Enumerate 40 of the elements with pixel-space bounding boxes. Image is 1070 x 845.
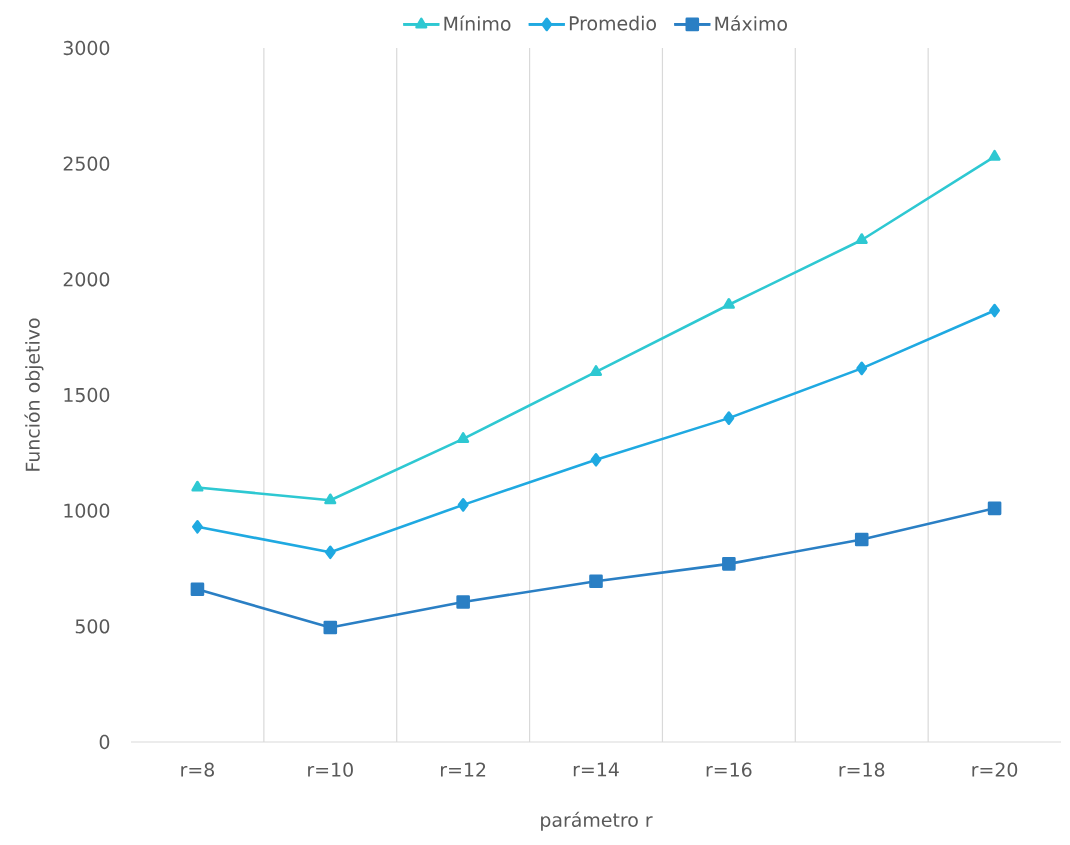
point [854,532,869,547]
point [190,582,205,597]
point [324,545,336,560]
x-tick-label: r=16 [706,762,752,777]
x-tick-label: r=12 [441,762,486,777]
point [191,480,204,492]
y-tick-label: 1000 [64,503,110,518]
point [589,574,603,589]
legend-label: Promedio [569,15,656,31]
point [988,149,1001,161]
y-axis-title: Función objetivo [24,318,44,471]
point [723,411,735,425]
y-tick-label: 1500 [64,387,110,403]
point [457,498,469,512]
point [989,303,1000,318]
point [722,297,735,309]
point [589,365,603,376]
point [856,361,868,376]
point [457,432,470,443]
y-tick-label: 2500 [63,156,110,171]
legend-label: Máximo [715,15,787,31]
point [192,520,203,534]
point [323,620,338,635]
point [456,595,470,609]
legend-label: Mínimo [444,15,511,31]
point [590,452,602,467]
x-axis-title: parámetro r [541,811,653,831]
point [722,557,736,571]
y-tick-label: 500 [75,619,110,634]
x-tick-label: r=20 [972,762,1018,777]
point [987,501,1002,516]
x-tick-label: r=10 [308,762,353,777]
x-tick-label: r=8 [181,762,214,777]
y-tick-label: 3000 [63,40,110,56]
x-tick-label: r=18 [839,762,885,777]
point [324,493,337,505]
x-tick-label: r=14 [573,762,619,777]
y-tick-label: 0 [99,734,110,750]
y-tick-label: 2000 [63,272,110,287]
point [855,233,868,245]
